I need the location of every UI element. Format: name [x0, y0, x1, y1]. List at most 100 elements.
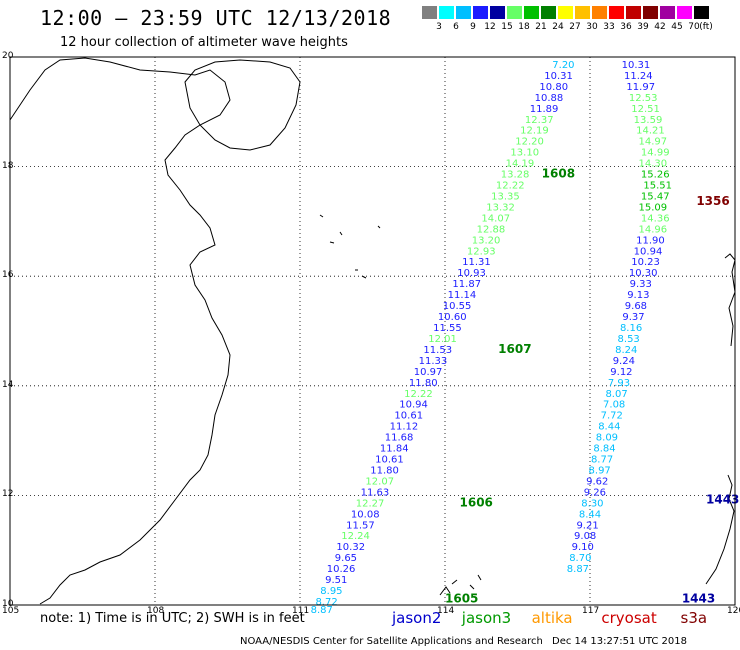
swh-value: 10.32	[336, 542, 365, 553]
lat-tick-label: 10	[2, 599, 14, 609]
colorbar-swatch	[609, 6, 624, 19]
swh-value: 8.09	[596, 433, 618, 444]
coastline-path	[705, 253, 736, 585]
swh-value: 10.30	[629, 268, 658, 279]
swh-value: 8.87	[311, 605, 333, 616]
swh-value: 9.08	[574, 531, 596, 542]
colorbar-label: 27	[569, 22, 581, 32]
swh-value: 13.35	[491, 191, 520, 202]
colorbar-label: 12	[484, 22, 496, 32]
colorbar-label: 15	[501, 22, 513, 32]
swh-value: 12.20	[515, 137, 544, 148]
swh-value: 10.94	[634, 246, 663, 257]
swh-value: 8.07	[605, 389, 627, 400]
pass-time-label: 1356	[696, 194, 729, 208]
swh-value: 11.87	[452, 279, 481, 290]
swh-value: 15.26	[641, 170, 670, 181]
colorbar-swatch	[660, 6, 675, 19]
lon-tick-label: 111	[292, 606, 310, 616]
coastline-path	[9, 57, 231, 605]
swh-value: 10.94	[399, 400, 428, 411]
legend-s3a: s3a	[680, 609, 708, 627]
colorbar-unit: (ft)	[699, 22, 713, 32]
pass-time-label: 1606	[460, 495, 493, 509]
colorbar-label: 36	[620, 22, 632, 32]
coastline-path	[184, 59, 301, 151]
swh-value: 7.93	[608, 378, 630, 389]
colorbar-swatch	[524, 6, 539, 19]
swh-value: 9.21	[576, 520, 598, 531]
swh-value: 9.10	[572, 542, 594, 553]
lat-tick-label: 12	[2, 489, 14, 500]
coastline-path	[439, 574, 482, 596]
lat-tick-label: 18	[2, 160, 14, 171]
swh-value: 8.84	[593, 444, 615, 455]
swh-value: 9.33	[630, 279, 652, 290]
swh-value: 13.28	[501, 170, 530, 181]
swh-value: 11.53	[423, 345, 452, 356]
swh-value: 12.07	[365, 476, 394, 487]
swh-value: 10.26	[327, 564, 356, 575]
map-frame	[9, 56, 736, 606]
swh-value: 11.57	[346, 520, 375, 531]
swh-value: 12.01	[428, 334, 457, 345]
swh-value: 11.89	[530, 104, 559, 115]
swh-value: 9.12	[610, 367, 632, 378]
colorbar-swatch	[439, 6, 454, 19]
footer-timestamp: Dec 14 13:27:51 UTC 2018	[552, 636, 687, 647]
swh-value: 9.65	[335, 553, 357, 564]
colorbar-swatch	[473, 6, 488, 19]
swh-value: 8.44	[579, 509, 601, 520]
swh-value: 9.68	[625, 301, 647, 312]
footer-note: note: 1) Time is in UTC; 2) SWH is in fe…	[40, 611, 305, 626]
pass-time-label: 1443	[682, 591, 715, 605]
swh-value: 10.61	[394, 411, 423, 422]
colorbar-label: 3	[436, 22, 442, 32]
swh-value: 13.32	[486, 202, 515, 213]
swh-value: 12.51	[631, 104, 660, 115]
swh-value: 13.59	[634, 115, 663, 126]
swh-value: 11.12	[390, 422, 419, 433]
colorbar-swatch	[575, 6, 590, 19]
lat-tick-label: 20	[2, 51, 14, 61]
swh-value: 11.55	[433, 323, 462, 334]
swh-value: 10.23	[631, 257, 660, 268]
swh-value: 12.22	[404, 389, 433, 400]
colorbar-swatch	[422, 6, 437, 19]
swh-value: 11.84	[380, 444, 409, 455]
swh-value: 12.24	[341, 531, 370, 542]
swh-value: 14.36	[641, 213, 670, 224]
swh-value: 14.19	[506, 159, 535, 170]
altimeter-tracks: 7.2010.3110.8010.8811.8912.3712.1912.201…	[311, 60, 672, 616]
swh-value: 7.72	[601, 411, 623, 422]
swh-value: 12.53	[629, 93, 658, 104]
swh-value: 8.70	[569, 553, 591, 564]
lon-tick-label: 120	[727, 606, 740, 616]
swh-value: 10.55	[443, 301, 472, 312]
swh-value: 14.21	[636, 126, 665, 137]
swh-value: 11.14	[448, 290, 477, 301]
swh-value: 15.47	[641, 191, 670, 202]
swh-value: 14.07	[481, 213, 510, 224]
swh-value: 9.13	[627, 290, 649, 301]
legend-altika: altika	[531, 609, 573, 627]
swh-value: 8.97	[589, 465, 611, 476]
swh-value: 14.30	[639, 159, 668, 170]
colorbar-swatch	[694, 6, 709, 19]
lon-tick-label: 105	[2, 606, 20, 616]
swh-value: 10.08	[351, 509, 380, 520]
swh-value: 11.68	[385, 433, 414, 444]
swh-value: 10.97	[414, 367, 443, 378]
colorbar-swatch	[677, 6, 692, 19]
swh-value: 10.93	[457, 268, 486, 279]
swh-value: 11.97	[626, 82, 655, 93]
swh-value: 11.90	[636, 235, 665, 246]
coastline	[9, 57, 736, 605]
lon-tick-label: 114	[437, 606, 455, 616]
colorbar-label: 70	[688, 22, 700, 32]
coastline-path	[319, 214, 381, 279]
swh-value: 8.72	[315, 597, 337, 608]
swh-value: 8.16	[620, 323, 642, 334]
colorbar-label: 42	[654, 22, 666, 32]
swh-value: 9.37	[622, 312, 644, 323]
